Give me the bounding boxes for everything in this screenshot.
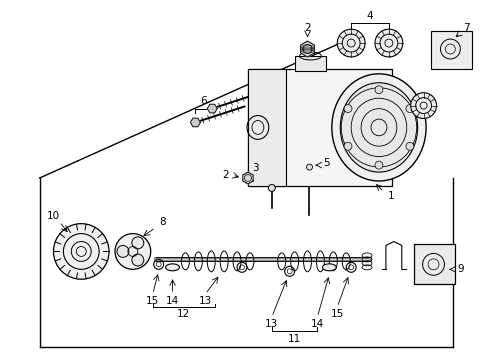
Circle shape: [374, 161, 382, 169]
Text: 15: 15: [146, 296, 159, 306]
Bar: [413, 244, 454, 284]
Circle shape: [115, 234, 150, 269]
Text: 13: 13: [264, 319, 278, 329]
Circle shape: [53, 224, 109, 279]
Circle shape: [132, 237, 143, 249]
Polygon shape: [243, 172, 253, 184]
Bar: [247, 69, 391, 186]
Ellipse shape: [322, 264, 336, 271]
Circle shape: [405, 142, 413, 150]
Circle shape: [337, 29, 365, 57]
Bar: [294, 56, 325, 71]
Text: 14: 14: [165, 296, 179, 306]
Circle shape: [344, 105, 351, 113]
Text: 14: 14: [310, 319, 324, 329]
Bar: [429, 31, 471, 69]
Circle shape: [132, 254, 143, 266]
Text: 3: 3: [252, 163, 259, 173]
Polygon shape: [190, 118, 200, 127]
Text: 4: 4: [366, 11, 372, 21]
Circle shape: [344, 142, 351, 150]
Text: 2: 2: [222, 170, 228, 180]
Text: 2: 2: [304, 23, 310, 33]
Polygon shape: [207, 104, 217, 113]
Bar: [247, 69, 285, 186]
Circle shape: [410, 93, 436, 118]
Text: 9: 9: [456, 264, 463, 274]
Text: 1: 1: [387, 191, 393, 201]
Text: 12: 12: [177, 309, 190, 319]
Ellipse shape: [340, 83, 417, 172]
Ellipse shape: [331, 74, 425, 181]
Circle shape: [117, 246, 129, 257]
Text: 8: 8: [159, 217, 165, 227]
Circle shape: [374, 29, 402, 57]
Text: 7: 7: [462, 23, 468, 33]
Ellipse shape: [165, 264, 179, 271]
Text: 13: 13: [198, 296, 211, 306]
Circle shape: [268, 184, 275, 192]
Text: 6: 6: [200, 96, 206, 105]
Circle shape: [405, 105, 413, 113]
Polygon shape: [300, 41, 314, 57]
Text: 10: 10: [47, 211, 60, 221]
Circle shape: [374, 86, 382, 94]
Circle shape: [306, 164, 312, 170]
Text: 5: 5: [323, 158, 329, 168]
Text: 15: 15: [330, 309, 343, 319]
Text: 11: 11: [287, 334, 301, 344]
